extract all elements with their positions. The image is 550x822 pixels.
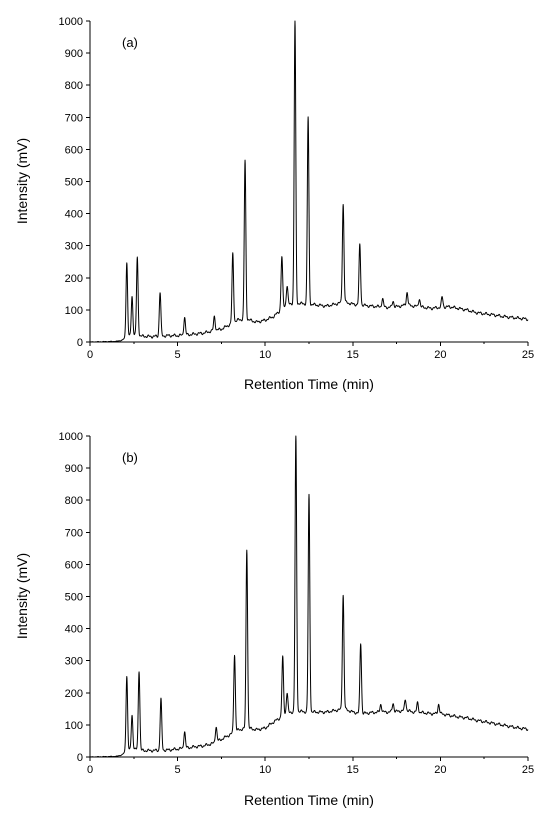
y-tick-label-b: 500: [65, 592, 83, 604]
y-tick-label-b: 900: [65, 463, 83, 475]
y-tick-label-a: 700: [65, 112, 83, 124]
y-tick-label-b: 100: [65, 720, 83, 732]
y-tick-label-b: 300: [65, 656, 83, 668]
x-tick-label-b: 5: [175, 764, 181, 776]
panel-label-b: (b): [122, 450, 138, 465]
x-tick-label-b: 25: [522, 764, 534, 776]
chromatogram-trace-b: [89, 435, 529, 758]
y-axis-title-b: Intensity (mV): [14, 553, 30, 639]
y-tick-label-b: 600: [65, 559, 83, 571]
x-tick-label-a: 5: [175, 349, 181, 361]
x-tick-label-a: 20: [434, 349, 446, 361]
y-tick-label-b: 1000: [59, 431, 83, 443]
y-tick-label-b: 400: [65, 624, 83, 636]
x-tick-label-a: 0: [87, 349, 93, 361]
x-tick-label-a: 25: [522, 349, 534, 361]
y-tick-label-b: 700: [65, 527, 83, 539]
y-tick-label-a: 300: [65, 241, 83, 253]
x-tick-label-b: 0: [87, 764, 93, 776]
y-tick-label-a: 400: [65, 209, 83, 221]
y-tick-label-b: 200: [65, 688, 83, 700]
y-tick-label-a: 1000: [59, 16, 83, 28]
x-tick-label-b: 15: [347, 764, 359, 776]
y-tick-label-a: 800: [65, 80, 83, 92]
y-tick-label-a: 200: [65, 273, 83, 285]
x-tick-label-a: 15: [347, 349, 359, 361]
y-tick-label-a: 900: [65, 48, 83, 60]
y-axis-title-a: Intensity (mV): [14, 138, 30, 224]
y-tick-label-a: 100: [65, 305, 83, 317]
x-tick-label-b: 10: [259, 764, 271, 776]
panel-label-a: (a): [122, 35, 138, 50]
y-tick-label-b: 800: [65, 495, 83, 507]
y-tick-label-b: 0: [77, 752, 83, 764]
chart-panel-b: (b) Retention Time (min) Intensity (mV) …: [14, 431, 534, 808]
x-tick-label-a: 10: [259, 349, 271, 361]
y-tick-label-a: 0: [77, 337, 83, 349]
chromatogram-trace-a: [89, 20, 529, 343]
chart-panel-a: (a) Retention Time (min) Intensity (mV) …: [14, 16, 534, 392]
x-axis-title-a: Retention Time (min): [244, 376, 374, 392]
y-tick-label-a: 500: [65, 177, 83, 189]
x-tick-label-b: 20: [434, 764, 446, 776]
x-axis-title-b: Retention Time (min): [244, 792, 374, 808]
y-tick-label-a: 600: [65, 144, 83, 156]
